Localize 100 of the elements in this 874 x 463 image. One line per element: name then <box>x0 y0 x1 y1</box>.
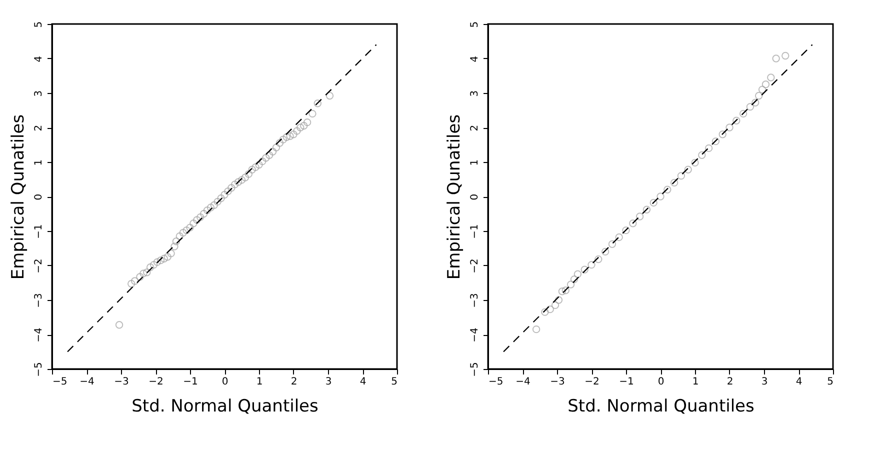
x-tick-label: −2 <box>584 376 600 388</box>
point <box>588 260 596 269</box>
y-tick-label: 5 <box>470 21 480 28</box>
point <box>656 192 664 200</box>
point <box>176 232 184 240</box>
point <box>224 187 232 196</box>
point <box>182 226 190 234</box>
point <box>203 206 212 214</box>
point <box>272 144 280 152</box>
x-tick-label: 3 <box>761 376 768 388</box>
point <box>615 233 623 242</box>
point <box>238 176 246 184</box>
point <box>698 151 706 159</box>
point <box>303 118 312 126</box>
y-tick-label: 0 <box>34 194 44 200</box>
point <box>554 296 563 304</box>
y-tick-label: −4 <box>34 328 44 342</box>
y-tick-label: 4 <box>34 56 44 62</box>
point <box>258 157 266 166</box>
y-tick-label: −2 <box>34 258 44 274</box>
point <box>296 124 304 132</box>
point <box>594 255 602 264</box>
point <box>214 198 222 206</box>
point <box>252 163 260 172</box>
point <box>186 224 194 232</box>
point <box>772 54 780 62</box>
point <box>293 127 301 135</box>
point <box>551 301 560 310</box>
point <box>300 122 308 130</box>
point <box>150 260 158 269</box>
point <box>762 80 770 88</box>
point <box>234 178 242 186</box>
point <box>670 178 678 187</box>
point <box>570 275 578 284</box>
point <box>160 254 168 262</box>
y-tick-label: −3 <box>34 293 44 308</box>
point <box>255 160 263 169</box>
point <box>172 238 180 246</box>
point <box>718 130 726 138</box>
point <box>704 144 713 152</box>
point <box>146 263 154 272</box>
point <box>279 136 288 144</box>
x-axis-title: Std. Normal Quantiles <box>568 396 755 416</box>
point <box>210 201 218 209</box>
point <box>115 320 124 329</box>
point <box>241 174 250 182</box>
point <box>308 110 316 118</box>
point <box>248 166 256 174</box>
y-tick-label: 3 <box>470 90 480 97</box>
x-tick-label: −1 <box>183 376 198 388</box>
point <box>167 250 175 258</box>
x-tick-label: −1 <box>619 376 634 388</box>
x-tick-label: 1 <box>256 376 263 388</box>
point <box>217 194 225 202</box>
point <box>156 256 165 264</box>
point <box>758 86 766 94</box>
point <box>130 277 139 285</box>
y-axis-title: Empirical Qunatiles <box>8 114 28 280</box>
point <box>220 190 228 199</box>
point <box>726 124 734 132</box>
x-tick-label: −5 <box>488 376 504 388</box>
point <box>190 220 198 228</box>
point <box>752 98 760 107</box>
point <box>566 280 575 288</box>
x-tick-label: 0 <box>222 376 228 388</box>
point <box>558 288 566 296</box>
point <box>282 133 290 142</box>
y-tick-label: −1 <box>470 224 480 239</box>
point <box>546 305 554 314</box>
x-tick-label: −4 <box>80 376 94 388</box>
point <box>650 198 658 207</box>
point <box>276 139 284 147</box>
y-tick-label: −5 <box>470 362 480 377</box>
point <box>164 253 172 261</box>
point <box>127 280 136 288</box>
x-tick-label: 3 <box>325 376 332 388</box>
x-tick-label: 4 <box>360 376 366 388</box>
y-tick-label: −4 <box>470 328 480 342</box>
y-tick-label: −1 <box>34 224 44 239</box>
x-tick-label: 4 <box>796 376 802 388</box>
point <box>712 137 720 146</box>
point <box>206 204 215 212</box>
point <box>580 266 588 274</box>
point <box>326 92 334 100</box>
point <box>608 240 616 248</box>
x-tick-label: 5 <box>391 376 398 388</box>
y-tick-label: −3 <box>470 293 480 308</box>
point <box>196 213 204 222</box>
point <box>532 325 540 334</box>
point <box>193 216 201 224</box>
point <box>262 154 270 162</box>
y-tick-label: −2 <box>470 258 480 274</box>
point <box>179 228 187 237</box>
point <box>684 166 692 174</box>
y-tick-label: 2 <box>34 124 44 132</box>
point <box>562 286 570 294</box>
point <box>286 132 294 140</box>
point <box>314 100 322 108</box>
y-tick-label: 2 <box>470 124 480 132</box>
point <box>746 102 754 111</box>
